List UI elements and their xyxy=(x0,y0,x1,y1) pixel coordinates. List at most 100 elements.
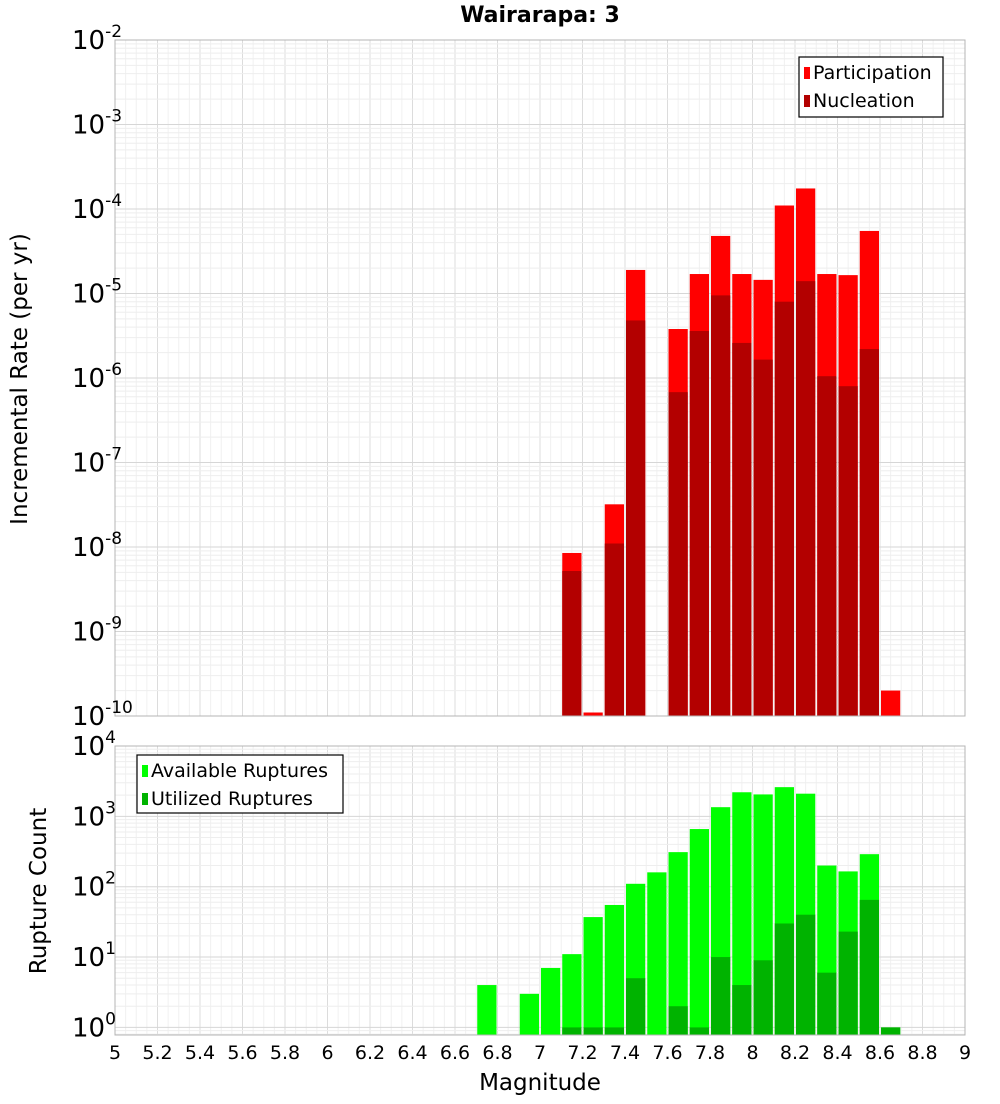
rate-bar-nucleation xyxy=(796,281,816,716)
magnitude-x-tick-label: 8 xyxy=(746,1042,758,1064)
count-bar-utilized-ruptures xyxy=(689,1027,709,1035)
rate-y-tick-label: 10-2 xyxy=(72,22,122,56)
count-legend-label: Utilized Ruptures xyxy=(151,788,313,810)
rate-bar-nucleation xyxy=(604,543,624,716)
magnitude-x-tick-label: 7.6 xyxy=(652,1042,682,1064)
rate-bar-nucleation xyxy=(753,359,773,716)
count-bar-utilized-ruptures xyxy=(711,957,731,1035)
count-y-ticks: 104 103 102 101 100 xyxy=(72,728,116,1043)
magnitude-x-tick-label: 6.8 xyxy=(482,1042,512,1064)
rate-bar-nucleation xyxy=(668,392,688,716)
count-axis-label: Rupture Count xyxy=(26,808,52,974)
rate-plot: 10-2 10-3 10-4 10-5 10-6 10-7 10-8 10-9 10-10 Par… xyxy=(72,22,966,732)
count-bar-utilized-ruptures xyxy=(796,914,816,1035)
magnitude-x-tick-label: 5.6 xyxy=(227,1042,257,1064)
rate-bar-participation xyxy=(881,690,901,716)
rate-legend-label: Participation xyxy=(813,62,932,84)
count-plot: 104 103 102 101 100 Available Ruptures Utilize… xyxy=(72,728,971,1064)
count-bar-utilized-ruptures xyxy=(583,1027,603,1035)
magnitude-x-tick-label: 9 xyxy=(959,1042,971,1064)
count-bar-available-ruptures xyxy=(689,829,709,1035)
rate-bars xyxy=(562,188,901,717)
count-bar-available-ruptures xyxy=(562,954,582,1035)
count-bar-available-ruptures xyxy=(583,917,603,1035)
rate-legend-label: Nucleation xyxy=(813,90,915,112)
count-bar-utilized-ruptures xyxy=(774,923,794,1035)
rate-y-tick-label: 10-8 xyxy=(72,529,122,563)
rate-axis-label: Incremental Rate (per yr) xyxy=(7,233,33,525)
magnitude-x-tick-label: 6.6 xyxy=(440,1042,470,1064)
rate-bar-nucleation xyxy=(859,349,879,716)
magnitude-x-tick-label: 8.4 xyxy=(822,1042,852,1064)
rate-y-tick-label: 10-3 xyxy=(72,107,122,141)
count-bar-available-ruptures xyxy=(541,967,561,1035)
count-y-tick-label: 103 xyxy=(72,798,116,832)
rate-bar-nucleation xyxy=(562,570,582,716)
count-bar-available-ruptures xyxy=(668,852,688,1035)
chart-labels: Wairarapa: 3 Incremental Rate (per yr) R… xyxy=(7,3,620,1096)
magnitude-x-tick-label: 7.4 xyxy=(610,1042,640,1064)
magnitude-x-ticks: 5 5.2 5.4 5.6 5.8 6 6.2 6.4 6.6 6.8 7 7.2 7.4 7.6 7.8 8… xyxy=(109,1042,971,1064)
magnitude-x-tick-label: 7 xyxy=(534,1042,546,1064)
magnitude-x-tick-label: 5.2 xyxy=(142,1042,172,1064)
count-bar-utilized-ruptures xyxy=(626,978,646,1035)
rate-legend-swatch xyxy=(804,95,810,107)
count-y-tick-label: 102 xyxy=(72,869,116,903)
rate-legend-box xyxy=(798,56,944,118)
count-legend-label: Available Ruptures xyxy=(151,760,328,782)
rate-bar-nucleation xyxy=(711,295,731,716)
magnitude-x-tick-label: 8.2 xyxy=(780,1042,810,1064)
magnitude-x-tick-label: 6.4 xyxy=(397,1042,427,1064)
count-bar-available-ruptures xyxy=(732,792,752,1035)
magnitude-x-tick-label: 8.8 xyxy=(907,1042,937,1064)
count-legend-swatch xyxy=(142,765,148,777)
rate-bar-nucleation xyxy=(774,301,794,716)
count-bar-utilized-ruptures xyxy=(732,985,752,1035)
rate-y-ticks: 10-2 10-3 10-4 10-5 10-6 10-7 10-8 10-9 10-10 xyxy=(72,22,133,732)
count-bar-utilized-ruptures xyxy=(881,1027,901,1035)
count-y-tick-label: 101 xyxy=(72,939,116,973)
magnitude-x-tick-label: 5.8 xyxy=(270,1042,300,1064)
rate-y-tick-label: 10-4 xyxy=(72,191,122,225)
rate-bar-nucleation xyxy=(838,386,858,716)
rate-y-tick-label: 10-9 xyxy=(72,614,122,648)
rate-bar-nucleation xyxy=(626,320,646,716)
magnitude-axis-label: Magnitude xyxy=(479,1070,601,1096)
count-legend: Available Ruptures Utilized Ruptures xyxy=(136,754,344,814)
rate-bar-nucleation xyxy=(689,330,709,716)
magnitude-x-tick-label: 6 xyxy=(321,1042,333,1064)
magnitude-x-tick-label: 7.8 xyxy=(695,1042,725,1064)
magnitude-x-tick-label: 5 xyxy=(109,1042,121,1064)
magnitude-x-tick-label: 5.4 xyxy=(185,1042,215,1064)
count-bar-utilized-ruptures xyxy=(838,931,858,1035)
rate-y-tick-label: 10-10 xyxy=(72,698,133,732)
count-bar-utilized-ruptures xyxy=(562,1027,582,1035)
rate-legend: Participation Nucleation xyxy=(798,56,944,118)
count-bar-utilized-ruptures xyxy=(668,1006,688,1035)
magnitude-x-tick-label: 7.2 xyxy=(567,1042,597,1064)
rate-bar-participation xyxy=(583,712,603,716)
count-legend-box xyxy=(136,754,344,814)
count-bar-available-ruptures xyxy=(647,872,667,1035)
count-bar-available-ruptures xyxy=(477,985,497,1035)
count-bar-utilized-ruptures xyxy=(859,899,879,1035)
count-bars xyxy=(477,787,901,1035)
count-bar-available-ruptures xyxy=(604,904,624,1035)
chart-title: Wairarapa: 3 xyxy=(460,3,620,28)
count-plot-frame xyxy=(114,745,966,1036)
count-bar-utilized-ruptures xyxy=(604,1027,624,1035)
rate-gridlines xyxy=(114,40,966,717)
count-y-tick-label: 104 xyxy=(72,728,116,762)
magnitude-x-tick-label: 6.2 xyxy=(355,1042,385,1064)
rate-legend-swatch xyxy=(804,67,810,79)
count-bar-available-ruptures xyxy=(519,993,539,1035)
rate-plot-frame xyxy=(114,39,966,717)
rate-y-tick-label: 10-5 xyxy=(72,276,122,310)
rate-bar-nucleation xyxy=(732,342,752,716)
count-bar-utilized-ruptures xyxy=(753,960,773,1035)
rate-bar-nucleation xyxy=(817,376,837,716)
rate-y-tick-label: 10-6 xyxy=(72,360,122,394)
rate-y-tick-label: 10-7 xyxy=(72,445,122,479)
